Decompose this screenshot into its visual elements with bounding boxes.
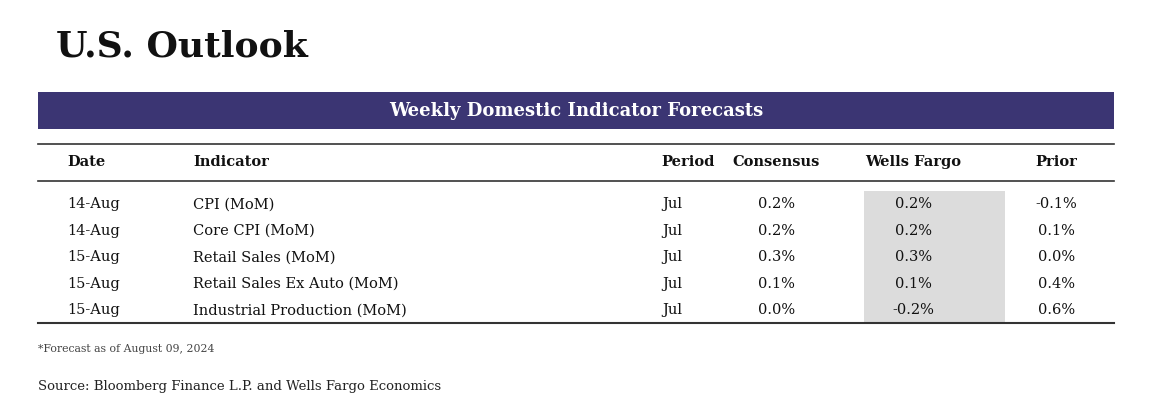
Text: 15-Aug: 15-Aug	[67, 303, 120, 317]
Text: 0.2%: 0.2%	[758, 197, 795, 211]
Text: 0.2%: 0.2%	[895, 224, 932, 238]
Text: 15-Aug: 15-Aug	[67, 277, 120, 291]
Text: 0.2%: 0.2%	[758, 224, 795, 238]
Text: CPI (MoM): CPI (MoM)	[192, 197, 274, 211]
Text: Consensus: Consensus	[733, 155, 820, 169]
Text: Wells Fargo: Wells Fargo	[865, 155, 962, 169]
Text: Source: Bloomberg Finance L.P. and Wells Fargo Economics: Source: Bloomberg Finance L.P. and Wells…	[38, 380, 441, 393]
Bar	[864, 191, 1005, 324]
Text: 0.0%: 0.0%	[1038, 250, 1075, 264]
Text: Jul: Jul	[661, 224, 682, 238]
Text: 0.1%: 0.1%	[895, 277, 932, 291]
Text: 0.3%: 0.3%	[895, 250, 932, 264]
Text: 15-Aug: 15-Aug	[67, 250, 120, 264]
Text: 0.4%: 0.4%	[1038, 277, 1075, 291]
Text: 14-Aug: 14-Aug	[67, 197, 120, 211]
Text: U.S. Outlook: U.S. Outlook	[55, 30, 308, 64]
Text: -0.2%: -0.2%	[893, 303, 934, 317]
Text: Weekly Domestic Indicator Forecasts: Weekly Domestic Indicator Forecasts	[389, 102, 763, 120]
Bar	[38, 92, 1114, 129]
Text: Period: Period	[661, 155, 715, 169]
Text: -0.1%: -0.1%	[1036, 197, 1077, 211]
Text: Retail Sales (MoM): Retail Sales (MoM)	[192, 250, 335, 264]
Text: 0.6%: 0.6%	[1038, 303, 1075, 317]
Text: Industrial Production (MoM): Industrial Production (MoM)	[192, 303, 407, 317]
Text: 14-Aug: 14-Aug	[67, 224, 120, 238]
Text: 0.2%: 0.2%	[895, 197, 932, 211]
Text: Jul: Jul	[661, 277, 682, 291]
Text: Prior: Prior	[1036, 155, 1077, 169]
Text: Core CPI (MoM): Core CPI (MoM)	[192, 224, 314, 238]
Text: 0.0%: 0.0%	[758, 303, 795, 317]
Text: 0.1%: 0.1%	[758, 277, 795, 291]
Text: *Forecast as of August 09, 2024: *Forecast as of August 09, 2024	[38, 344, 215, 354]
Text: Indicator: Indicator	[192, 155, 268, 169]
Text: Retail Sales Ex Auto (MoM): Retail Sales Ex Auto (MoM)	[192, 277, 399, 291]
Text: 0.1%: 0.1%	[1038, 224, 1075, 238]
Text: Jul: Jul	[661, 197, 682, 211]
Text: Date: Date	[67, 155, 105, 169]
Text: Jul: Jul	[661, 303, 682, 317]
Text: 0.3%: 0.3%	[758, 250, 795, 264]
Text: Jul: Jul	[661, 250, 682, 264]
